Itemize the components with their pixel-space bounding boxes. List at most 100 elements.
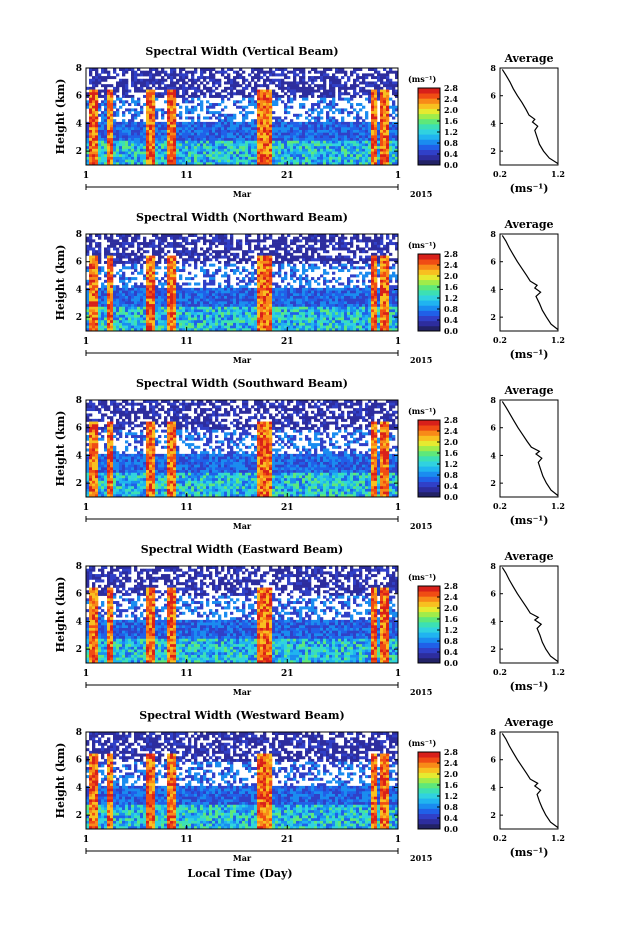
heatmap-cells <box>86 234 399 332</box>
colorbar-segment <box>418 149 440 156</box>
colorbar-segment <box>418 440 440 447</box>
colorbar-segment <box>418 300 440 306</box>
average-title: Average <box>503 550 553 563</box>
colorbar-segment <box>418 777 440 784</box>
colorbar-segment <box>418 103 440 109</box>
x-tick-label: 11 <box>180 669 193 679</box>
colorbar-tick-label: 2.8 <box>444 83 458 93</box>
average-profile-line <box>501 235 559 331</box>
x-tick-label: 21 <box>281 835 294 845</box>
average-profile-line <box>501 567 559 663</box>
avg-y-tick-label: 8 <box>490 561 496 571</box>
colorbar-segment <box>418 310 440 316</box>
x-tick-label: 21 <box>281 337 294 347</box>
colorbar-segment <box>418 450 440 457</box>
avg-x-axis-label: (ms⁻¹) <box>510 680 549 693</box>
colorbar-segment <box>418 757 440 763</box>
colorbar-segment <box>418 430 440 436</box>
colorbar-segment <box>418 642 440 648</box>
x-axis-label: Local Time (Day) <box>187 867 292 880</box>
colorbar-segment <box>418 455 440 462</box>
colorbar-frame <box>417 751 441 830</box>
colorbar-segment <box>418 808 440 814</box>
colorbar-tick-label: 0.0 <box>444 492 458 502</box>
colorbar-segment <box>418 652 440 659</box>
avg-y-tick-label: 2 <box>490 146 496 156</box>
x-tick-label: 21 <box>281 171 294 181</box>
colorbar-segment <box>418 591 440 597</box>
heatmap-cells <box>86 732 399 830</box>
panel-title: Spectral Width (Vertical Beam) <box>145 45 338 58</box>
colorbar-segment <box>418 803 440 809</box>
colorbar-segment <box>418 279 440 286</box>
heatmap-frame <box>85 67 399 166</box>
colorbar-tick-label: 2.4 <box>444 592 458 602</box>
colorbar-tick-label: 2.4 <box>444 426 458 436</box>
colorbar-tick-label: 2.0 <box>444 437 458 447</box>
avg-x-tick-label: 1.2 <box>551 667 565 677</box>
colorbar-tick-label: 0.4 <box>444 149 458 159</box>
avg-y-tick-label: 6 <box>490 755 496 765</box>
year-label: 2015 <box>410 687 432 697</box>
heatmap-frame <box>85 233 399 332</box>
colorbar-segment <box>418 129 440 135</box>
colorbar-tick-label: 0.4 <box>444 647 458 657</box>
colorbar-unit-label: (ms⁻¹) <box>408 738 436 748</box>
x-tick-label: 11 <box>180 503 193 513</box>
colorbar-segment <box>418 445 440 452</box>
colorbar-segment <box>418 486 440 493</box>
y-tick-label: 8 <box>76 728 82 738</box>
colorbar-tick-label: 2.0 <box>444 603 458 613</box>
colorbar-tick-label: 1.2 <box>444 127 458 137</box>
y-tick-label: 2 <box>76 313 82 323</box>
colorbar-tick-label: 0.4 <box>444 813 458 823</box>
avg-x-axis-label: (ms⁻¹) <box>510 348 549 361</box>
y-tick-label: 2 <box>76 479 82 489</box>
colorbar-tick-label: 1.2 <box>444 625 458 635</box>
avg-y-tick-label: 4 <box>490 782 496 792</box>
colorbar-segment <box>418 295 440 301</box>
colorbar-tick-label: 0.4 <box>444 315 458 325</box>
x-tick-label: 1 <box>83 503 89 513</box>
colorbar-tick-label: 2.4 <box>444 94 458 104</box>
heatmap-cells <box>86 566 399 664</box>
colorbar-frame <box>417 87 441 166</box>
panel-title: Spectral Width (Eastward Beam) <box>141 543 343 556</box>
panel-title: Spectral Width (Northward Beam) <box>136 211 348 224</box>
colorbar-segment <box>418 767 440 773</box>
colorbar-segment <box>418 481 440 488</box>
avg-y-tick-label: 8 <box>490 727 496 737</box>
colorbar-frame <box>417 253 441 332</box>
y-tick-label: 2 <box>76 147 82 157</box>
colorbar-tick-label: 0.8 <box>444 138 458 148</box>
colorbar-frame <box>417 585 441 664</box>
avg-x-tick-label: 0.2 <box>493 667 507 677</box>
colorbar-segment <box>418 264 440 270</box>
avg-y-tick-label: 4 <box>490 616 496 626</box>
colorbar-unit-label: (ms⁻¹) <box>408 240 436 250</box>
colorbar-unit-label: (ms⁻¹) <box>408 74 436 84</box>
average-title: Average <box>503 716 553 729</box>
y-axis-label: Height (km) <box>54 79 67 155</box>
y-tick-label: 4 <box>76 285 82 295</box>
average-frame <box>499 565 559 664</box>
month-label: Mar <box>233 853 252 863</box>
colorbar-tick-label: 0.4 <box>444 481 458 491</box>
average-frame <box>499 67 559 166</box>
colorbar-segment <box>418 616 440 623</box>
colorbar-segment <box>418 118 440 125</box>
colorbar-tick-label: 2.8 <box>444 415 458 425</box>
avg-y-tick-label: 2 <box>490 644 496 654</box>
y-tick-label: 4 <box>76 783 82 793</box>
avg-x-axis-label: (ms⁻¹) <box>510 182 549 195</box>
y-axis-label: Height (km) <box>54 577 67 653</box>
colorbar-segment <box>418 621 440 628</box>
avg-x-tick-label: 0.2 <box>493 169 507 179</box>
colorbar-segment <box>418 254 440 260</box>
year-label: 2015 <box>410 853 432 863</box>
colorbar-segment <box>418 632 440 638</box>
heatmap-frame <box>85 399 399 498</box>
colorbar-segment <box>418 274 440 281</box>
y-axis-label: Height (km) <box>54 245 67 321</box>
